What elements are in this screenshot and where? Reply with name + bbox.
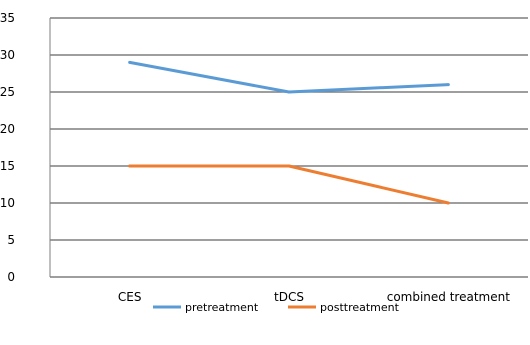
legend-label-pretreatment: pretreatment	[185, 301, 259, 314]
data-point-posttreatment-0	[128, 164, 132, 168]
y-tick-label-0: 0	[7, 270, 15, 284]
y-tick-label-20: 20	[0, 122, 15, 136]
x-tick-label-0: CES	[118, 290, 142, 304]
y-tick-label-10: 10	[0, 196, 15, 210]
y-tick-label-5: 5	[7, 233, 15, 247]
y-tick-label-30: 30	[0, 48, 15, 62]
data-point-pretreatment-1	[287, 90, 291, 94]
y-axis-tick-labels: 0 5 10 15 20 25 30 35	[0, 11, 15, 284]
legend: pretreatment posttreatment	[153, 301, 400, 314]
data-point-posttreatment-2	[446, 201, 450, 205]
data-point-pretreatment-0	[128, 60, 132, 64]
y-tick-label-15: 15	[0, 159, 15, 173]
series-lines	[128, 60, 450, 205]
x-tick-label-1: tDCS	[274, 290, 304, 304]
y-tick-label-35: 35	[0, 11, 15, 25]
data-point-pretreatment-2	[446, 83, 450, 87]
legend-label-posttreatment: posttreatment	[320, 301, 400, 314]
y-tick-label-25: 25	[0, 85, 15, 99]
x-axis-tick-labels: CES tDCS combined treatment	[118, 290, 510, 304]
data-point-posttreatment-1	[287, 164, 291, 168]
x-tick-label-2: combined treatment	[387, 290, 510, 304]
